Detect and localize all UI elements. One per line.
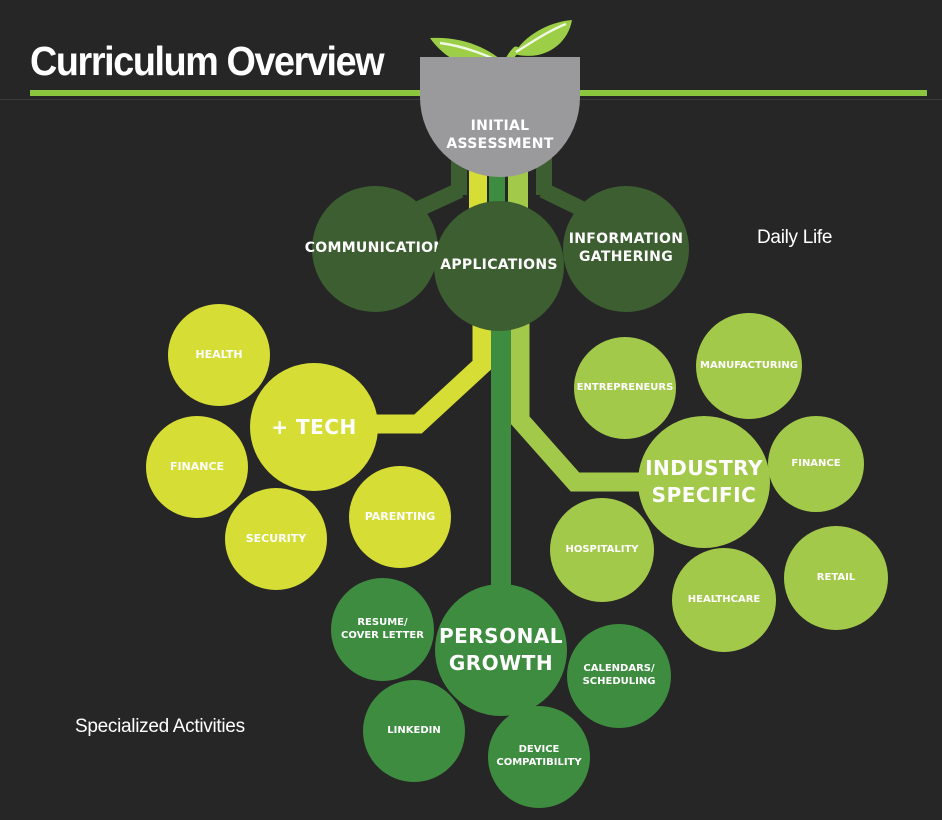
- page-title: Curriculum Overview: [30, 38, 385, 84]
- node-security: SECURITY: [225, 488, 327, 590]
- specialized-activities-label: Specialized Activities: [75, 716, 245, 737]
- node-entrepreneurs: ENTREPRENEURS: [574, 337, 676, 439]
- node-finance-industry: FINANCE: [768, 416, 864, 512]
- daily-life-label: Daily Life: [757, 227, 833, 248]
- node-health: HEALTH: [168, 304, 270, 406]
- node-resume-cover-letter: RESUME/ COVER LETTER: [331, 578, 434, 681]
- node-healthcare: HEALTHCARE: [672, 548, 776, 652]
- node-applications: APPLICATIONS: [434, 201, 564, 331]
- node-calendars-scheduling: CALENDARS/ SCHEDULING: [567, 624, 671, 728]
- node-retail: RETAIL: [784, 526, 888, 630]
- node-tech: + TECH: [250, 363, 378, 491]
- node-personal-growth: PERSONAL GROWTH: [435, 584, 567, 716]
- node-parenting: PARENTING: [349, 466, 451, 568]
- node-device-compatibility: DEVICE COMPATIBILITY: [488, 706, 590, 808]
- node-finance-tech: FINANCE: [146, 416, 248, 518]
- node-information-gathering: INFORMATION GATHERING: [563, 186, 689, 312]
- branch-growth: [491, 300, 511, 600]
- branch-industry: [510, 300, 650, 492]
- node-hospitality: HOSPITALITY: [550, 498, 654, 602]
- node-communication: COMMUNICATION: [305, 186, 445, 312]
- branch-tech: [370, 300, 492, 434]
- node-industry-specific: INDUSTRY SPECIFIC: [638, 416, 770, 548]
- node-linkedin: LINKEDIN: [363, 680, 465, 782]
- node-manufacturing: MANUFACTURING: [696, 313, 802, 419]
